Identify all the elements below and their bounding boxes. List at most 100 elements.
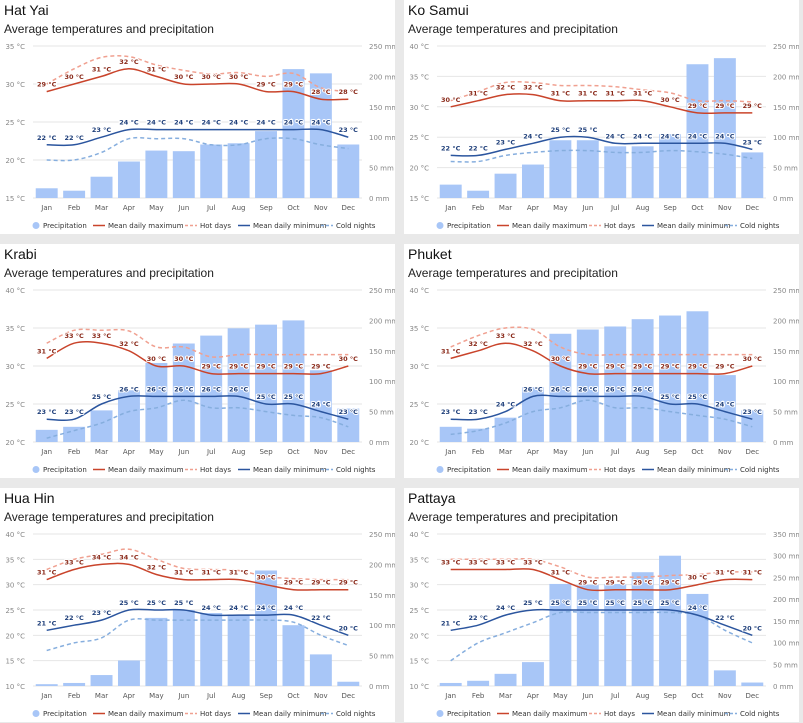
mean-max-label: 31 °C bbox=[743, 569, 763, 577]
mean-min-label: 24 °C bbox=[523, 132, 543, 140]
precipitation-bar bbox=[576, 329, 599, 442]
mean-min-label: 26 °C bbox=[119, 385, 139, 393]
precipitation-bar bbox=[659, 555, 682, 686]
chart-title: Pattaya bbox=[408, 490, 456, 506]
mean-max-label: 29 °C bbox=[715, 363, 735, 371]
y2-tick-label: 50 mm bbox=[773, 165, 798, 173]
precipitation-bar bbox=[227, 143, 250, 198]
mean-max-label: 33 °C bbox=[441, 558, 461, 566]
x-tick-label: Feb bbox=[472, 692, 485, 700]
legend-mean-min-label: Mean daily minimum bbox=[253, 710, 327, 718]
legend-precipitation-swatch bbox=[32, 222, 40, 229]
x-tick-label: Feb bbox=[68, 448, 81, 456]
mean-min-label: 23 °C bbox=[441, 408, 461, 416]
x-tick-label: Apr bbox=[123, 448, 135, 456]
x-tick-label: Jan bbox=[40, 448, 52, 456]
x-tick-label: Sep bbox=[259, 204, 273, 212]
precipitation-bar bbox=[659, 315, 682, 442]
precipitation-bar bbox=[494, 673, 517, 686]
precipitation-bar bbox=[439, 184, 462, 198]
y-tick-label: 35 °C bbox=[409, 556, 429, 564]
chart-title: Hat Yai bbox=[4, 2, 49, 18]
mean-min-label: 25 °C bbox=[92, 393, 112, 401]
mean-min-label: 25 °C bbox=[119, 599, 139, 607]
x-tick-label: Dec bbox=[746, 448, 760, 456]
y2-tick-label: 150 mm bbox=[773, 618, 799, 626]
mean-min-label: 24 °C bbox=[202, 604, 222, 612]
y-tick-label: 30 °C bbox=[5, 81, 25, 89]
mean-max-label: 31 °C bbox=[468, 90, 488, 98]
mean-max-label: 30 °C bbox=[174, 73, 194, 81]
mean-max-label: 29 °C bbox=[688, 363, 708, 371]
x-tick-label: Jul bbox=[610, 448, 620, 456]
y2-tick-label: 300 mm bbox=[773, 553, 799, 561]
legend: Precipitation Mean daily maximum Hot days M… bbox=[32, 710, 376, 718]
mean-max-label: 31 °C bbox=[174, 569, 194, 577]
mean-min-label: 24 °C bbox=[256, 119, 276, 127]
x-tick-label: Dec bbox=[342, 692, 356, 700]
mean-min-label: 23 °C bbox=[339, 126, 359, 134]
mean-min-label: 26 °C bbox=[633, 385, 653, 393]
x-tick-label: Jul bbox=[206, 448, 216, 456]
mean-max-label: 30 °C bbox=[688, 574, 708, 582]
mean-min-label: 25 °C bbox=[688, 393, 708, 401]
x-tick-label: Jun bbox=[581, 692, 593, 700]
precipitation-bar bbox=[467, 428, 490, 442]
x-tick-label: Sep bbox=[663, 204, 677, 212]
mean-max-label: 30 °C bbox=[743, 355, 763, 363]
mean-max-label: 29 °C bbox=[229, 363, 249, 371]
mean-max-label: 29 °C bbox=[311, 363, 331, 371]
mean-min-line bbox=[46, 128, 349, 147]
mean-min-label: 24 °C bbox=[229, 604, 249, 612]
legend-mean-min-label: Mean daily minimum bbox=[253, 222, 327, 230]
legend-mean-max-label: Mean daily maximum bbox=[108, 466, 184, 474]
y-tick-label: 20 °C bbox=[5, 632, 25, 640]
mean-min-line bbox=[46, 395, 349, 422]
precipitation-bar bbox=[337, 681, 360, 686]
y-tick-label: 25 °C bbox=[409, 134, 429, 142]
mean-max-line bbox=[46, 68, 349, 101]
mean-min-label: 24 °C bbox=[715, 132, 735, 140]
mean-min-label: 26 °C bbox=[202, 385, 222, 393]
x-tick-label: Sep bbox=[663, 448, 677, 456]
mean-max-label: 31 °C bbox=[441, 347, 461, 355]
legend-mean-min-label: Mean daily minimum bbox=[657, 222, 731, 230]
mean-max-label: 32 °C bbox=[523, 84, 543, 92]
x-tick-label: Jul bbox=[206, 692, 216, 700]
y-tick-label: 30 °C bbox=[409, 582, 429, 590]
cold-nights-line bbox=[46, 618, 349, 652]
y2-tick-label: 0 mm bbox=[369, 195, 389, 203]
chart-title: Phuket bbox=[408, 246, 452, 262]
legend-mean-min-label: Mean daily minimum bbox=[253, 466, 327, 474]
y2-tick-label: 50 mm bbox=[773, 409, 798, 417]
mean-max-line bbox=[46, 341, 349, 375]
chart-svg: 20 °C 25 °C 30 °C 35 °C 40 °C 0 mm 50 mm 100 mm… bbox=[409, 287, 799, 474]
precipitation-bar bbox=[686, 311, 709, 442]
y2-tick-label: 250 mm bbox=[369, 531, 395, 539]
chart-panel-hua-hin: Hua Hin Average temperatures and precipi… bbox=[0, 488, 395, 722]
mean-min-line bbox=[450, 608, 753, 637]
precipitation-bar bbox=[172, 151, 195, 198]
x-tick-label: May bbox=[553, 448, 567, 456]
x-tick-label: Oct bbox=[287, 448, 299, 456]
y-tick-label: 30 °C bbox=[5, 363, 25, 371]
precipitation-bar bbox=[35, 188, 58, 198]
mean-max-label: 29 °C bbox=[688, 102, 708, 110]
mean-max-label: 29 °C bbox=[578, 363, 598, 371]
y2-tick-label: 50 mm bbox=[369, 165, 394, 173]
y-tick-label: 20 °C bbox=[409, 439, 429, 447]
mean-min-label: 22 °C bbox=[311, 614, 331, 622]
x-tick-label: May bbox=[553, 692, 567, 700]
mean-min-label: 21 °C bbox=[441, 619, 461, 627]
chart-svg: 10 °C 15 °C 20 °C 25 °C 30 °C 35 °C 40 °C 0 mm 5… bbox=[5, 531, 395, 718]
x-tick-label: May bbox=[149, 448, 163, 456]
mean-min-label: 24 °C bbox=[147, 119, 167, 127]
mean-max-label: 34 °C bbox=[92, 553, 112, 561]
mean-min-label: 25 °C bbox=[551, 599, 571, 607]
x-tick-label: Oct bbox=[287, 204, 299, 212]
mean-min-line bbox=[46, 608, 349, 637]
mean-min-label: 24 °C bbox=[256, 604, 276, 612]
x-tick-label: Jun bbox=[177, 448, 189, 456]
legend-cold-nights-label: Cold nights bbox=[740, 222, 780, 230]
mean-max-label: 29 °C bbox=[633, 363, 653, 371]
